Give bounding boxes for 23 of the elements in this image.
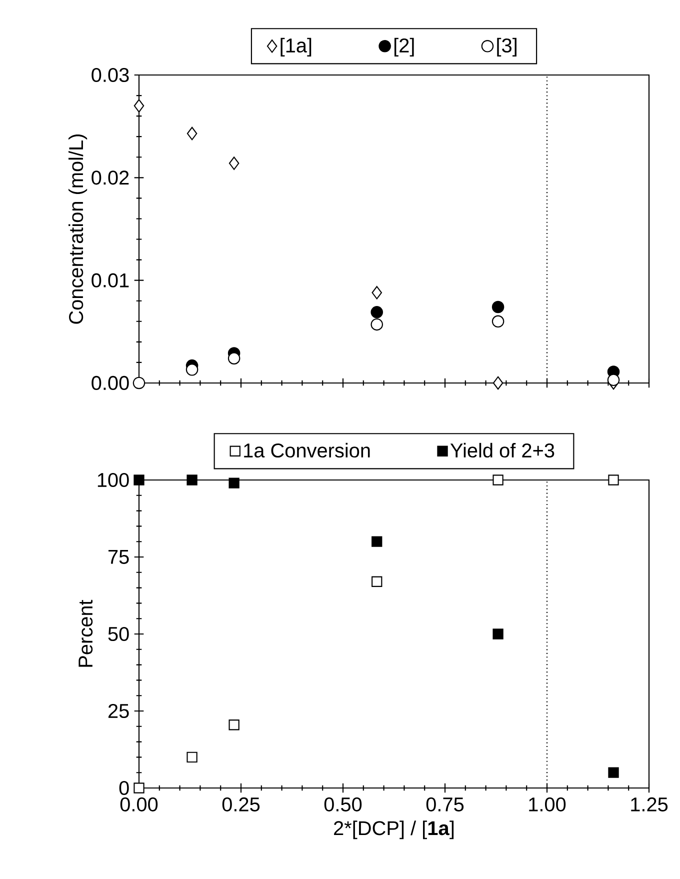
x-axis-title: 2*[DCP] / [1a] xyxy=(334,820,454,840)
legend-label: 1a Conversion xyxy=(244,442,370,458)
legend-label: [1a] xyxy=(280,38,312,56)
x-tick-label: 0.50 xyxy=(324,797,362,812)
x-tick-label: 0.25 xyxy=(222,797,260,812)
y-tick-label: 0.00 xyxy=(92,376,129,390)
y-tick-label: 0.03 xyxy=(92,68,129,82)
y-tick-label: 75 xyxy=(108,550,129,564)
legend-label: [2] xyxy=(394,38,414,56)
y-tick-label: 50 xyxy=(108,626,129,642)
x-tick-label: 0.00 xyxy=(120,797,158,812)
legend-label: [3] xyxy=(497,38,516,56)
y-axis-title: Percent xyxy=(78,600,93,667)
x-tick-label: 1.00 xyxy=(529,797,566,812)
y-tick-label: 100 xyxy=(98,472,129,488)
y-tick-label: 0.02 xyxy=(92,170,129,185)
y-tick-label: 0 xyxy=(119,780,129,796)
y-tick-label: 0.01 xyxy=(92,273,129,288)
legend-label: Yield of 2+3 xyxy=(450,442,554,458)
x-tick-label: 0.75 xyxy=(426,797,464,812)
y-axis-title: Concentration (mol/L) xyxy=(68,134,88,324)
y-tick-label: 25 xyxy=(108,704,129,718)
x-tick-label: 1.25 xyxy=(631,797,668,812)
